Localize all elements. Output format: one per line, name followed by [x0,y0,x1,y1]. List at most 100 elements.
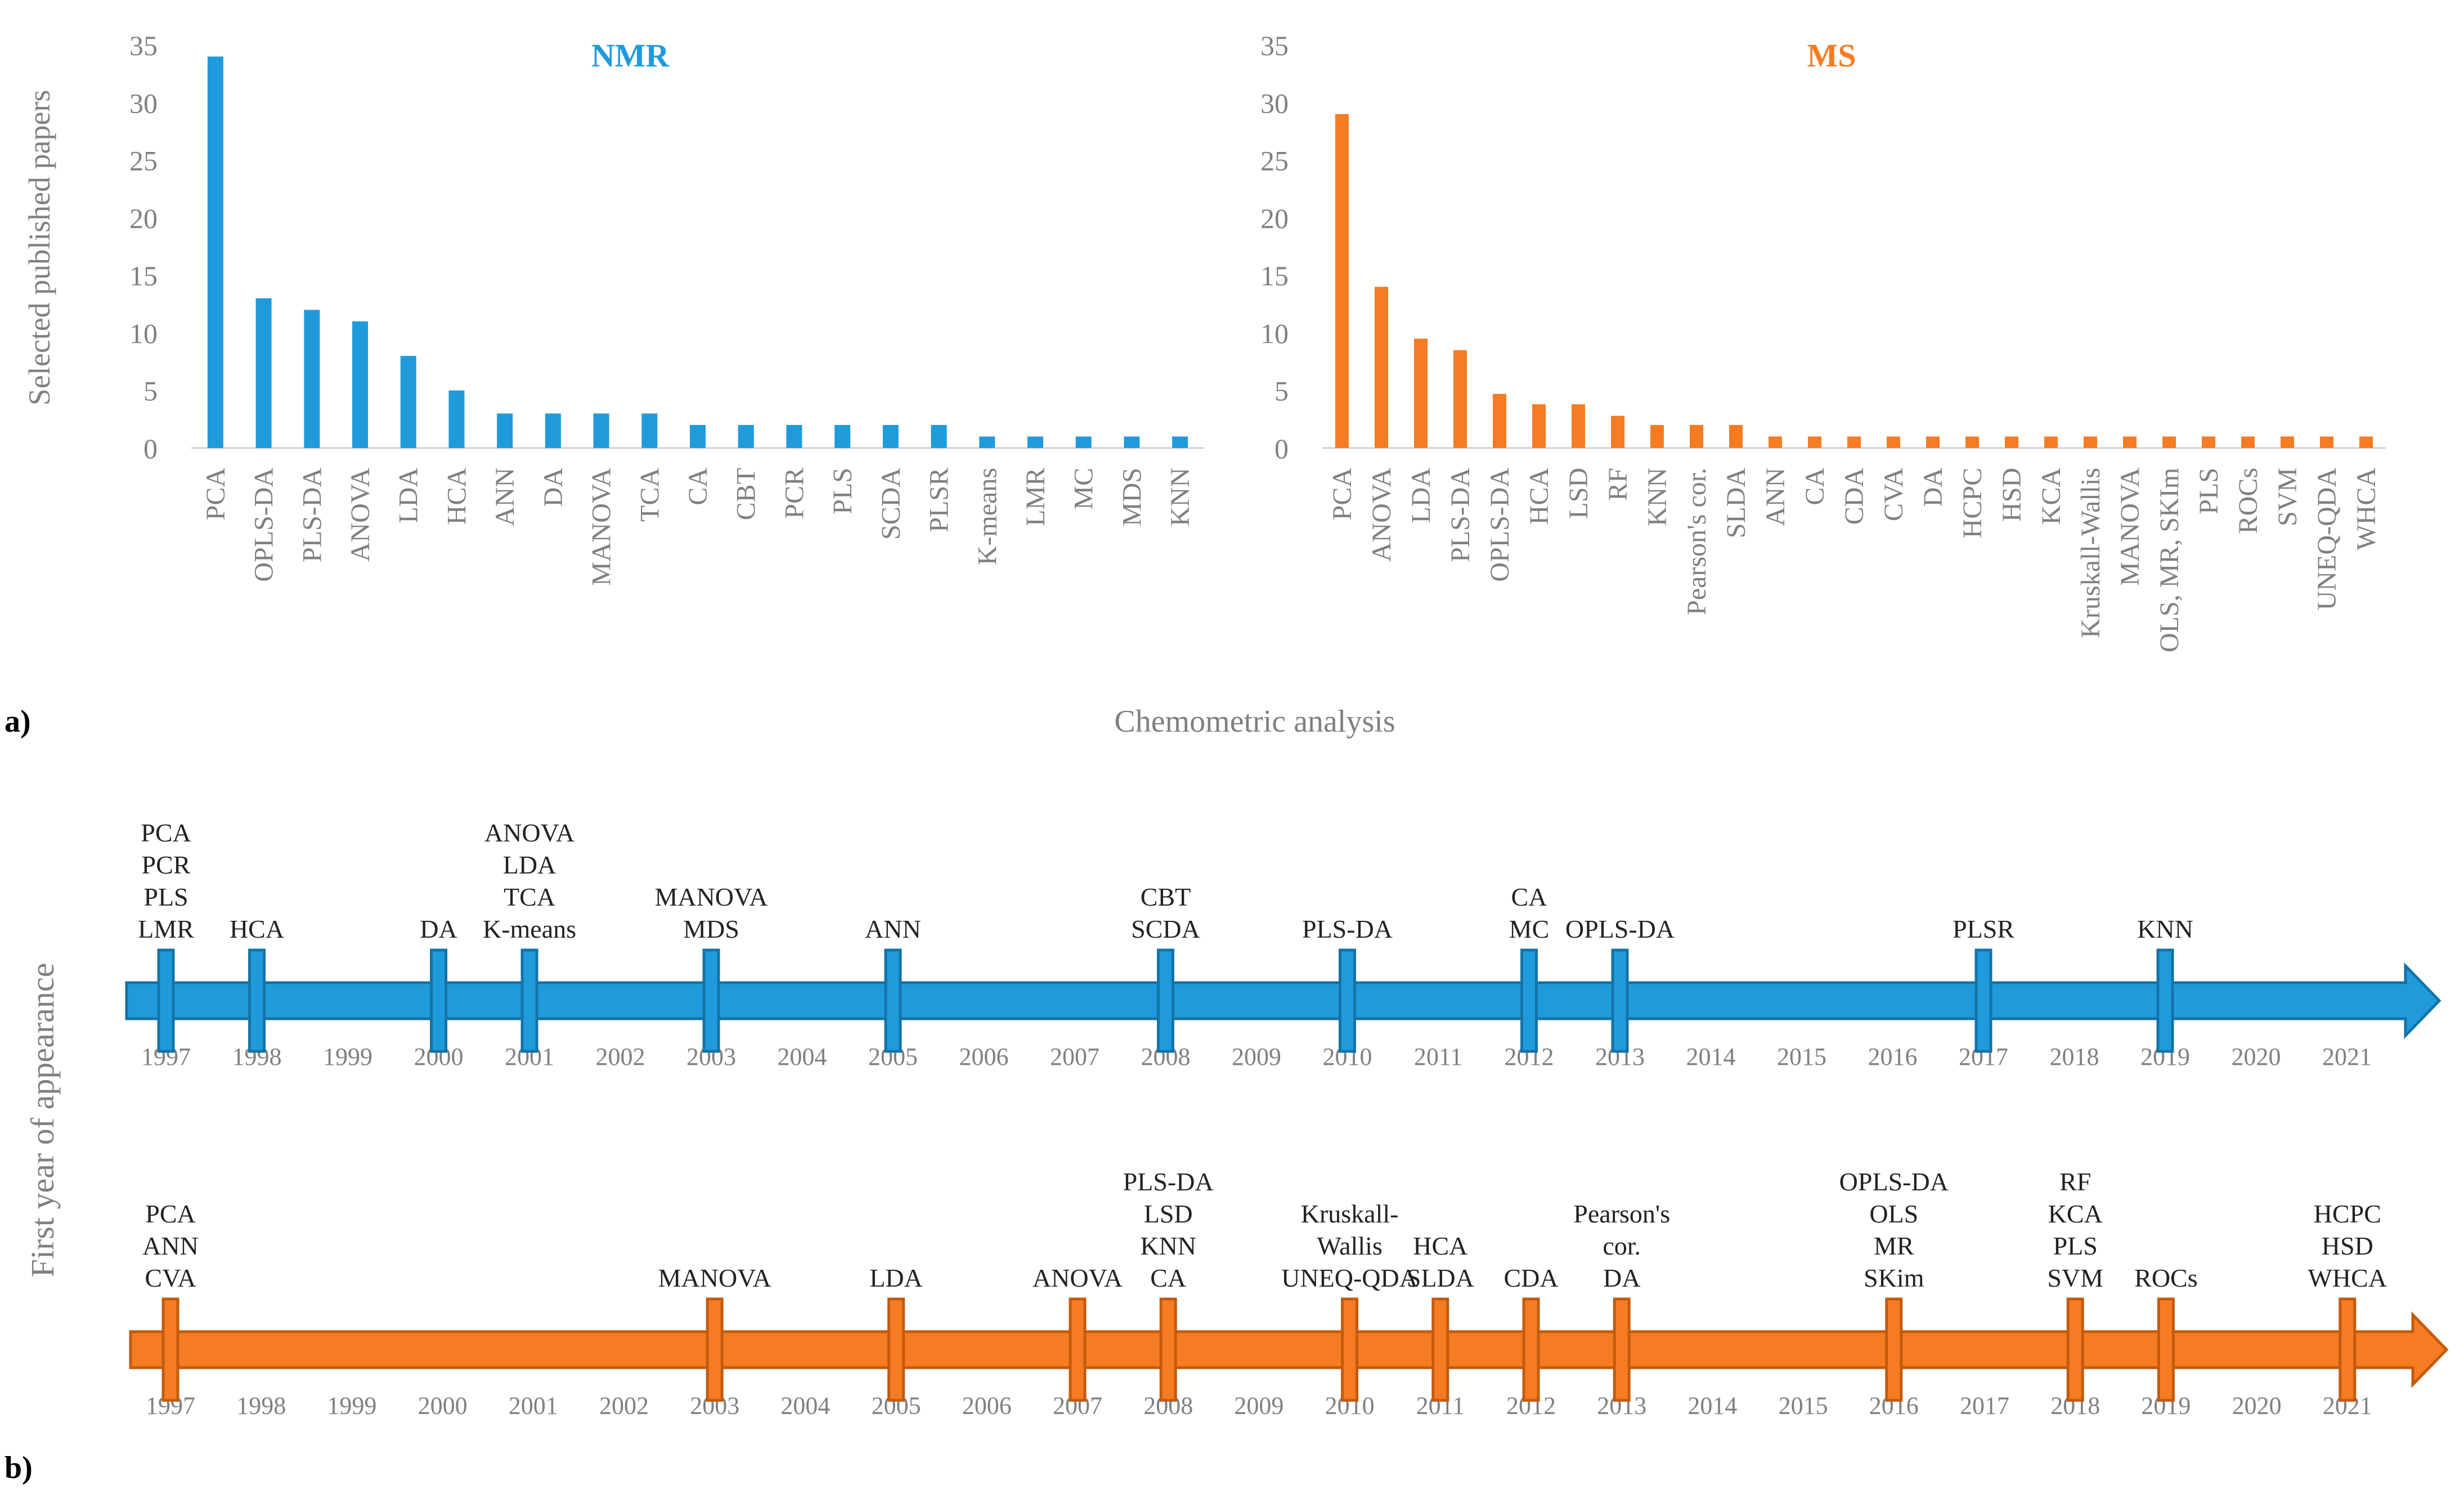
event-label: LMR [138,915,194,943]
event-label: CDA [1503,1264,1558,1292]
event-label: PCA [141,818,191,847]
x-tick-label: PLS-DA [1446,468,1475,562]
bar [448,390,465,448]
event-marker [520,948,538,1053]
event-marker [1431,1297,1449,1402]
bar [1847,436,1861,448]
x-tick-label: ANN [490,468,520,526]
event-label: OLS [1869,1199,1918,1228]
event-label: HSD [2322,1231,2373,1260]
y-tick-label: 10 [1260,317,1289,349]
event-label: CA [1511,883,1547,911]
x-tick-label: LSD [1564,468,1594,519]
event-label: cor. [1603,1231,1641,1260]
bar [1453,350,1467,448]
bar [497,413,513,448]
event-label: PCA [145,1199,195,1228]
event-label: OPLS-DA [1839,1167,1949,1196]
event-label: HCPC [2314,1199,2381,1228]
event-marker [161,1297,179,1402]
x-tick-label: PCR [779,468,809,519]
x-tick-label: RF [1603,468,1633,501]
bar [1690,425,1703,448]
x-tick-label: PLS-DA [297,468,327,562]
bar [1769,436,1782,448]
bar [1172,436,1188,448]
y-tick-label: 20 [129,203,158,234]
year-label: 2014 [1687,1392,1737,1419]
event-marker [1341,1297,1359,1402]
x-tick-label: MANOVA [587,468,617,586]
x-tick-label: PLSR [924,468,954,532]
y-tick-label: 35 [129,30,158,61]
chart-title: NMR [591,37,670,74]
x-tick-label: ANOVA [345,468,375,562]
event-label: CVA [145,1264,196,1292]
event-label: DA [1603,1264,1640,1292]
event-marker [884,948,902,1053]
year-label: 2002 [596,1043,645,1071]
y-tick-label: 5 [143,375,158,407]
event-label: PLSR [1953,915,2014,943]
event-marker [157,948,175,1053]
nmr-bar-chart: NMR 0 5 10 15 20 25 30 35 PCA OPLS-DA PLS-DA ANOVA LD… [129,30,1204,586]
event-label: LSD [1144,1199,1193,1228]
ms-bar-chart: MS 0 5 10 15 20 25 30 35 PCA ANOVA LDA PLS-DA OPLS-DA… [1260,30,2386,652]
x-tick-label: OPLS-DA [1485,468,1515,582]
bar [931,425,947,448]
x-tick-label: KNN [1165,468,1195,526]
event-label: WHCA [2308,1264,2387,1292]
x-tick-label: PLS [2194,468,2224,514]
x-tick-label: TCA [635,468,665,522]
x-tick-label: CVA [1879,468,1909,521]
event-label: SKim [1864,1264,1924,1292]
year-label: 1999 [327,1392,376,1419]
y-axis-label: Selected published papers [23,90,56,406]
year-label: 2007 [1050,1043,1099,1071]
x-tick-label: SVM [2273,468,2303,526]
ms-timeline: 1997 1998 1999 2000 2001 2002 2003 2004 2005 2006… [129,1167,2449,1419]
year-label: 2014 [1686,1043,1736,1071]
bar [255,298,272,448]
event-label: DA [420,915,457,943]
bar [1027,436,1043,448]
bar [979,436,995,448]
y-tick-label: 30 [1260,87,1289,119]
year-label: 2001 [509,1392,558,1419]
event-marker [1613,1297,1631,1402]
year-label: 2021 [2322,1043,2372,1071]
bar [1414,338,1428,448]
x-tick-label: SCDA [876,468,906,540]
event-label: SLDA [1407,1264,1474,1292]
year-label: 2011 [1414,1043,1462,1071]
event-label: Pearson's [1573,1199,1670,1228]
event-label: Wallis [1317,1231,1382,1260]
event-label: KNN [2137,915,2193,943]
x-tick-label: Kruskall-Wallis [2076,468,2106,638]
event-label: Kruskall- [1301,1199,1399,1228]
event-label: LDA [869,1264,923,1292]
event-marker [2156,948,2174,1053]
x-tick-label: K-means [972,468,1002,565]
event-label: MC [1509,915,1550,943]
x-tick-label: SLDA [1721,468,1751,539]
y-tick-label: 10 [129,317,158,349]
event-marker [2157,1297,2175,1402]
timeline-y-axis-label: First year of appearance [24,963,61,1278]
year-label: 2009 [1234,1392,1283,1419]
y-tick-label: 20 [1260,203,1289,234]
event-marker [248,948,266,1053]
year-label: 2000 [418,1392,468,1419]
bar [882,425,899,448]
event-marker [1157,948,1174,1053]
bar [400,356,416,448]
event-label: MANOVA [658,1264,771,1292]
bar [2359,436,2373,448]
event-label: ANOVA [484,818,575,847]
y-tick-label: 0 [1274,433,1289,464]
event-label: KNN [1140,1231,1196,1260]
bar [2005,436,2018,448]
year-label: 2004 [778,1043,827,1071]
x-tick-label: OPLS-DA [249,468,279,582]
x-tick-label: UNEQ-QDA [2312,468,2342,611]
